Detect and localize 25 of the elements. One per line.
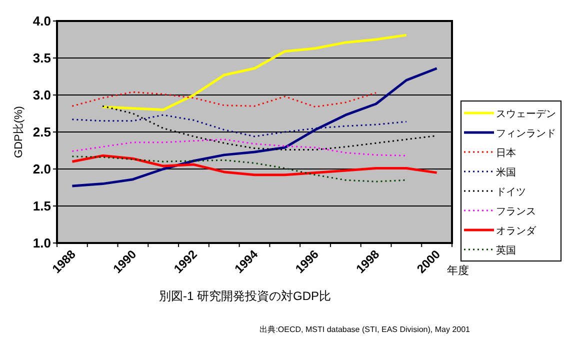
legend-label: 米国 [496, 166, 516, 178]
y-tick-label: 3.0 [32, 88, 51, 102]
y-tick-label: 1.0 [32, 236, 51, 250]
legend-label: 日本 [496, 147, 516, 159]
line-series [70, 154, 438, 176]
legend-label: フランス [496, 206, 536, 218]
line-series [71, 91, 377, 108]
line-series [101, 34, 408, 112]
line-series [71, 156, 408, 182]
y-tick-label: 2.5 [32, 124, 51, 140]
y-tick-label: 4.0 [32, 14, 51, 28]
legend-label: オランダ [496, 225, 537, 237]
legend-label: フィンランド [496, 128, 556, 140]
legend-label: スウェーデン [496, 109, 556, 120]
y-tick-label: 3.5 [32, 50, 51, 66]
legend-label: ドイツ [496, 187, 526, 198]
line-series [70, 67, 438, 188]
y-tick-label: 2.0 [32, 162, 51, 176]
y-tick-label: 1.5 [32, 198, 51, 214]
source-note: 出典:OECD, MSTI database (STI, EAS Division), May 2001 [260, 325, 471, 334]
line-series [71, 138, 408, 156]
legend-label: 英国 [496, 244, 516, 256]
text: 別図-1 研究開発投資の対GDP比 [158, 289, 332, 303]
y-axis-title: GDP比(%) [12, 106, 25, 158]
x-axis-title: 年度 [447, 264, 469, 277]
